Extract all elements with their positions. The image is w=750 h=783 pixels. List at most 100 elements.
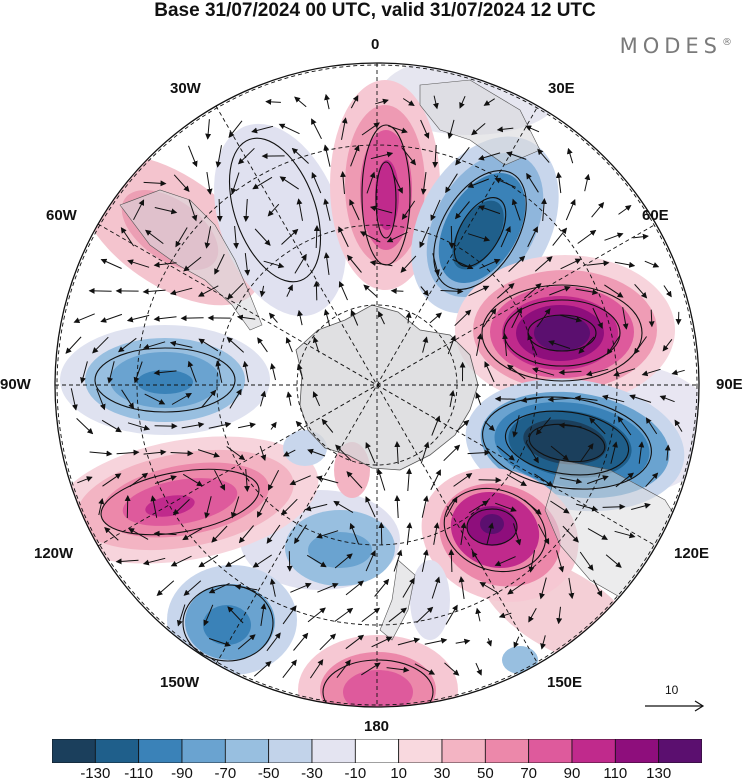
wind-arrow-icon	[215, 145, 222, 168]
wind-arrow-icon	[359, 231, 381, 243]
wind-arrow-icon	[532, 367, 555, 376]
colorbar-swatch	[311, 739, 356, 763]
wind-arrow-icon	[98, 498, 105, 516]
wind-arrow-icon	[528, 608, 537, 623]
wind-arrow-icon	[513, 523, 522, 546]
wind-arrow-icon	[289, 475, 311, 486]
landmasses	[119, 79, 691, 641]
wind-arrow-icon	[181, 422, 205, 429]
wind-arrow-icon	[445, 173, 458, 194]
wind-arrow-icon	[575, 503, 599, 512]
wind-arrow-icon	[120, 227, 135, 247]
wind-arrow-icon	[394, 441, 401, 465]
wind-arrow-icon	[270, 421, 277, 430]
wind-arrow-icon	[211, 525, 228, 543]
wind-arrow-icon	[482, 308, 497, 328]
wind-arrow-icon	[156, 580, 175, 596]
wind-arrow-icon	[201, 389, 217, 408]
wind-arrow-icon	[496, 445, 515, 461]
wind-arrow-icon	[267, 203, 280, 217]
wind-arrow-icon	[586, 260, 610, 267]
wind-arrow-icon	[401, 200, 416, 220]
wind-arrow-icon	[350, 144, 360, 167]
wind-arrow-icon	[281, 498, 298, 516]
wind-arrow-icon	[378, 522, 385, 546]
colorbar-swatch	[658, 739, 702, 763]
wind-arrow-icon	[257, 337, 268, 353]
wind-arrow-icon	[471, 551, 486, 571]
colorbar-tick-label: -90	[171, 765, 193, 782]
wind-arrow-icon	[468, 285, 490, 297]
wind-arrow-icon	[638, 441, 645, 464]
wind-arrow-icon	[622, 307, 629, 330]
wind-arrow-icon	[340, 171, 347, 195]
anomaly-field	[55, 63, 699, 707]
wind-arrow-icon	[172, 499, 190, 516]
wind-arrow-icon	[198, 338, 219, 352]
wind-arrow-icon	[334, 553, 353, 569]
wind-arrow-icon	[615, 472, 634, 488]
wind-arrow-icon	[173, 174, 190, 192]
wind-arrow-icon	[266, 524, 281, 544]
wind-arrow-icon	[315, 475, 339, 484]
wind-arrow-icon	[440, 288, 464, 295]
wind-arrow-icon	[107, 361, 115, 384]
wind-arrow-icon	[323, 198, 331, 221]
wind-arrow-icon	[144, 393, 166, 405]
wind-arrow-icon	[634, 283, 648, 299]
wind-arrow-icon	[448, 549, 455, 573]
wind-arrow-icon	[265, 98, 281, 105]
wind-arrow-icon	[528, 550, 536, 573]
wind-arrow-icon	[297, 309, 303, 326]
wind-arrow-icon	[498, 612, 512, 619]
wind-arrow-icon	[467, 178, 489, 188]
page-title: Base 31/07/2024 00 UTC, valid 31/07/2024…	[154, 0, 596, 21]
wind-arrow-icon	[153, 315, 177, 322]
colorbar-swatch	[138, 739, 183, 763]
wind-arrow-icon	[363, 284, 378, 298]
wind-arrow-icon	[150, 495, 158, 518]
lon-label-150e: 150E	[547, 674, 583, 691]
colorbar-swatch	[528, 739, 573, 763]
wind-arrow-icon	[282, 449, 296, 457]
wind-arrow-icon	[388, 125, 408, 134]
wind-arrow-icon	[282, 659, 297, 679]
wind-arrow-icon	[455, 146, 470, 166]
wind-arrow-icon	[430, 199, 441, 222]
wind-arrow-icon	[525, 125, 540, 133]
wind-arrow-icon	[133, 199, 145, 221]
wind-arrow-icon	[431, 415, 441, 436]
wind-arrow-icon	[402, 577, 415, 598]
wind-arrow-icon	[282, 605, 297, 625]
wind-arrow-icon	[293, 632, 309, 651]
wind-arrow-icon	[333, 500, 354, 514]
wind-arrow-icon	[65, 336, 82, 354]
wind-arrow-icon	[268, 469, 280, 491]
wind-arrow-icon	[566, 147, 574, 164]
wind-arrow-icon	[663, 285, 672, 298]
wind-arrow-icon	[70, 388, 78, 411]
wind-arrow-icon	[311, 118, 322, 140]
colorbar-tick-label: -110	[124, 765, 154, 782]
wind-arrow-icon	[520, 396, 544, 403]
wind-arrow-icon	[555, 171, 562, 194]
wind-arrow-icon	[432, 253, 440, 276]
wind-arrow-icon	[182, 527, 203, 541]
wind-arrow-icon	[176, 604, 186, 627]
wind-arrow-icon	[562, 525, 579, 543]
wind-arrow-icon	[659, 395, 675, 403]
wind-arrow-icon	[479, 258, 501, 269]
wind-arrow-icon	[307, 448, 326, 457]
wind-arrow-icon	[242, 360, 249, 383]
wind-arrow-icon	[584, 173, 591, 192]
wind-arrow-icon	[285, 336, 293, 353]
lon-label-120w: 120W	[34, 545, 74, 562]
wind-arrow-icon	[154, 207, 178, 215]
wind-arrow-icon	[527, 333, 538, 356]
wind-arrow-icon	[234, 584, 258, 591]
wind-arrow-icon	[534, 256, 553, 272]
wind-arrow-icon	[419, 226, 430, 249]
wind-arrow-icon	[290, 582, 312, 593]
wind-arrow-icon	[89, 450, 113, 457]
wind-arrow-icon	[215, 360, 223, 383]
